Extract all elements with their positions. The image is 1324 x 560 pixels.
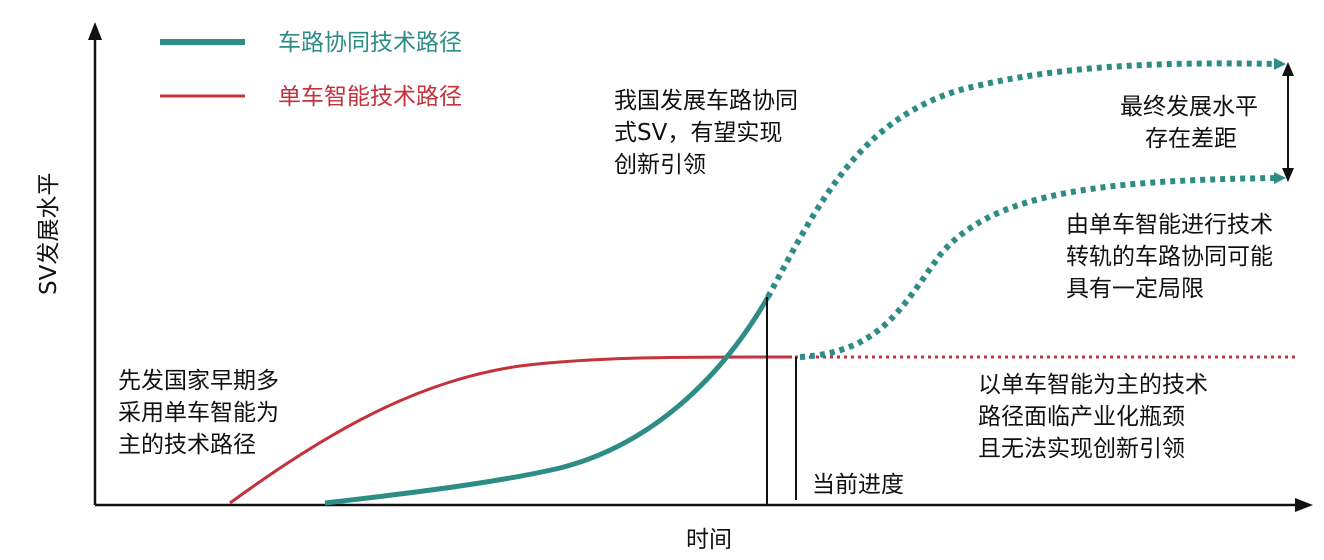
annotation-transition-line-2: 转轨的车路协同可能 <box>1066 244 1273 270</box>
annotation-gap-line-1: 最终发展水平 <box>1120 94 1258 120</box>
annotation-china: 我国发展车路协同 式SV，有望实现 创新引领 <box>614 88 798 178</box>
legend-collab-label: 车路协同技术路径 <box>278 30 462 56</box>
annotation-china-line-2: 式SV，有望实现 <box>614 120 782 146</box>
collab-path-dotted-upper <box>765 57 1286 299</box>
legend-single-label: 单车智能技术路径 <box>278 84 462 110</box>
transition-path-dotted <box>799 172 1286 360</box>
annotation-early-line-1: 先发国家早期多 <box>118 368 279 394</box>
single-path-solid <box>229 355 793 505</box>
annotation-current-progress: 当前进度 <box>812 472 904 498</box>
annotation-bottleneck-line-2: 路径面临产业化瓶颈 <box>978 404 1185 430</box>
y-axis-label: SV发展水平 <box>36 173 62 295</box>
y-axis-arrow-icon <box>88 22 102 40</box>
annotation-transition-line-3: 具有一定局限 <box>1066 276 1204 302</box>
annotation-gap-line-2: 存在差距 <box>1145 126 1237 152</box>
gap-arrow-down-icon <box>1282 168 1294 182</box>
annotation-early-line-2: 采用单车智能为 <box>118 400 279 426</box>
annotation-china-line-3: 创新引领 <box>614 152 706 178</box>
annotation-early-line-3: 主的技术路径 <box>118 432 256 458</box>
collab-path-solid <box>324 295 771 506</box>
annotation-bottleneck-line-3: 且无法实现创新引领 <box>978 436 1185 462</box>
annotation-early: 先发国家早期多 采用单车智能为 主的技术路径 <box>118 368 279 458</box>
annotation-transition-line-1: 由单车智能进行技术 <box>1066 212 1273 238</box>
annotation-china-line-1: 我国发展车路协同 <box>614 88 798 114</box>
x-axis-arrow-icon <box>1295 498 1313 512</box>
annotation-bottleneck: 以单车智能为主的技术 路径面临产业化瓶颈 且无法实现创新引领 <box>978 372 1208 462</box>
annotation-bottleneck-line-1: 以单车智能为主的技术 <box>978 372 1208 398</box>
annotation-gap: 最终发展水平 存在差距 <box>1120 94 1258 152</box>
annotation-transition: 由单车智能进行技术 转轨的车路协同可能 具有一定局限 <box>1066 212 1273 302</box>
x-axis-label: 时间 <box>686 527 732 553</box>
gap-arrow-up-icon <box>1282 62 1294 76</box>
